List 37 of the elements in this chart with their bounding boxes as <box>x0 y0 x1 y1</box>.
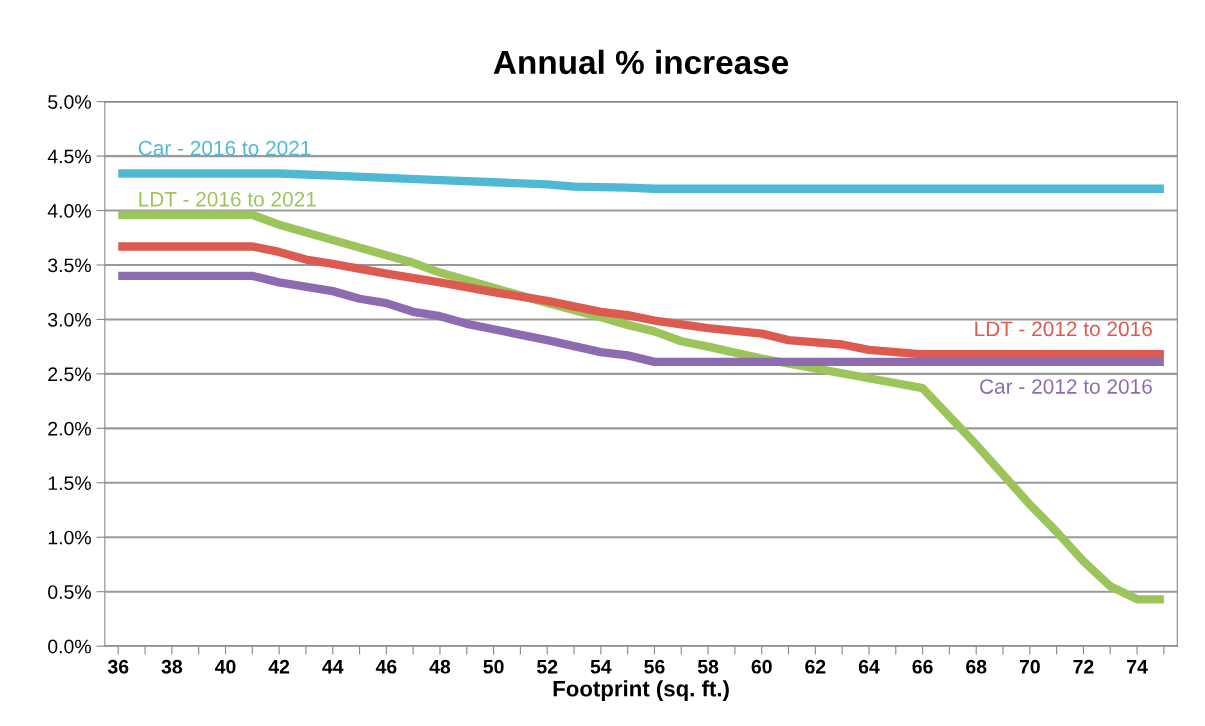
series-label: Car - 2012 to 2016 <box>980 379 1152 394</box>
x-tick-label: 60 <box>751 659 772 674</box>
x-tick-label: 40 <box>214 659 236 674</box>
x-tick-label: 64 <box>858 659 880 674</box>
x-tick-label: 42 <box>268 659 290 674</box>
y-tick-label: 0.5% <box>48 585 91 599</box>
x-tick-label: 44 <box>322 660 344 674</box>
x-tick-label: 66 <box>912 659 933 674</box>
x-tick-label: 62 <box>805 659 826 674</box>
series-label: LDT - 2012 to 2016 <box>975 321 1152 337</box>
x-tick-label: 54 <box>590 660 612 674</box>
x-tick-label: 50 <box>483 659 504 674</box>
x-axis-title: Footprint (sq. ft.) <box>553 680 729 701</box>
series-label: Car - 2016 to 2021 <box>138 140 311 156</box>
x-tick-label: 38 <box>161 659 183 674</box>
x-tick-label: 52 <box>537 659 558 674</box>
x-tick-label: 46 <box>375 659 397 674</box>
x-tick-label: 36 <box>107 659 129 674</box>
x-tick-label: 48 <box>429 659 451 674</box>
y-tick-label: 5.0% <box>48 95 91 109</box>
y-tick-label: 3.0% <box>48 312 91 327</box>
x-tick-label: 68 <box>966 659 987 674</box>
y-tick-label: 0.0% <box>48 639 91 654</box>
y-tick-label: 3.5% <box>48 258 91 273</box>
y-tick-label: 4.5% <box>47 149 91 164</box>
y-tick-label: 2.5% <box>48 367 91 382</box>
y-tick-label: 2.0% <box>48 421 91 436</box>
x-tick-label: 74 <box>1127 660 1148 674</box>
y-tick-label: 1.5% <box>48 476 91 491</box>
x-tick-label: 70 <box>1019 659 1040 674</box>
x-tick-label: 56 <box>644 659 665 674</box>
series-label: LDT - 2016 to 2021 <box>139 191 316 207</box>
chart-title: Annual % increase <box>493 49 789 75</box>
y-tick-label: 1.0% <box>48 530 91 545</box>
x-tick-label: 72 <box>1073 659 1094 674</box>
x-tick-label: 58 <box>697 659 719 674</box>
y-tick-label: 4.0% <box>47 204 91 218</box>
